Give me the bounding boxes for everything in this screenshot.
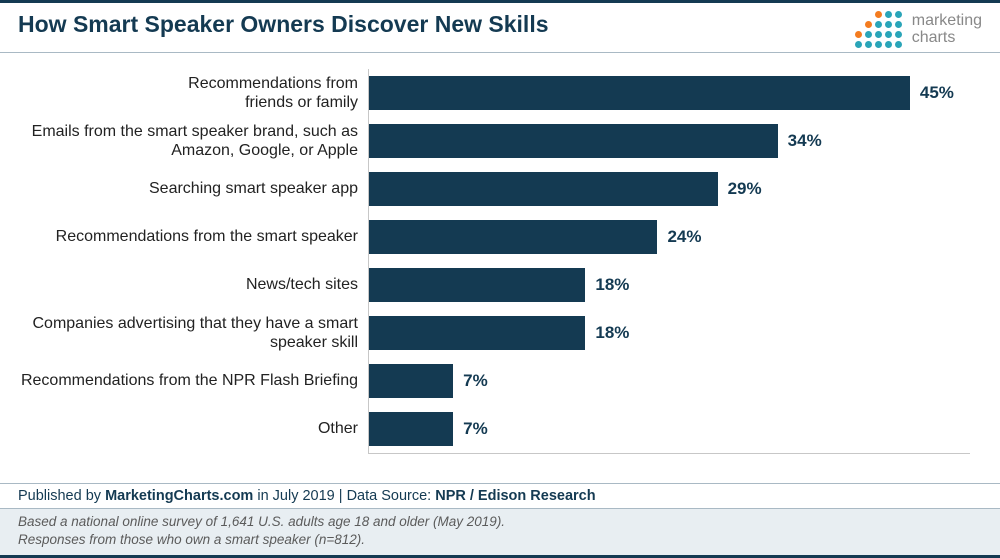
bar bbox=[369, 412, 453, 446]
pub-source: NPR / Edison Research bbox=[435, 488, 595, 504]
bar bbox=[369, 124, 778, 158]
bar-area: 24% bbox=[368, 213, 970, 261]
bar-area: 18% bbox=[368, 261, 970, 309]
chart-row: Recommendations fromfriends or family 45% bbox=[18, 69, 970, 117]
bar-value: 45% bbox=[920, 83, 954, 103]
bar-area: 7% bbox=[368, 357, 970, 405]
chart-row: Recommendations from the smart speaker 24… bbox=[18, 213, 970, 261]
publication-line: Published by MarketingCharts.com in July… bbox=[0, 483, 1000, 509]
page-title: How Smart Speaker Owners Discover New Sk… bbox=[18, 11, 549, 38]
chart-row: Emails from the smart speaker brand, suc… bbox=[18, 117, 970, 165]
pub-prefix: Published by bbox=[18, 488, 105, 504]
logo-dots-icon bbox=[855, 11, 902, 48]
bar-value: 24% bbox=[667, 227, 701, 247]
logo-text: marketing charts bbox=[912, 13, 982, 47]
bar-area: 29% bbox=[368, 165, 970, 213]
pub-middle: in July 2019 | Data Source: bbox=[253, 488, 435, 504]
bar-value: 7% bbox=[463, 419, 488, 439]
logo-line1: marketing bbox=[912, 13, 982, 30]
bar-label: Recommendations from the smart speaker bbox=[18, 227, 368, 246]
bar-area: 34% bbox=[368, 117, 970, 165]
bar-value: 34% bbox=[788, 131, 822, 151]
bar bbox=[369, 172, 718, 206]
bar-chart: Recommendations fromfriends or family 45%… bbox=[0, 59, 1000, 454]
bar bbox=[369, 76, 910, 110]
bar-value: 18% bbox=[595, 275, 629, 295]
bar-label: Other bbox=[18, 419, 368, 438]
chart-row: Searching smart speaker app 29% bbox=[18, 165, 970, 213]
bar-area: 45% bbox=[368, 69, 970, 117]
bar-label: Recommendations fromfriends or family bbox=[18, 74, 368, 112]
bar-label: News/tech sites bbox=[18, 275, 368, 294]
bar-label: Searching smart speaker app bbox=[18, 179, 368, 198]
bar-label: Emails from the smart speaker brand, suc… bbox=[18, 122, 368, 160]
bar bbox=[369, 268, 585, 302]
bar bbox=[369, 364, 453, 398]
header-divider bbox=[0, 52, 1000, 53]
chart-row: Recommendations from the NPR Flash Brief… bbox=[18, 357, 970, 405]
bar-label: Companies advertising that they have a s… bbox=[18, 314, 368, 352]
bar-area: 18% bbox=[368, 309, 970, 357]
header: How Smart Speaker Owners Discover New Sk… bbox=[0, 3, 1000, 52]
brand-logo: marketing charts bbox=[855, 11, 982, 48]
footer: Published by MarketingCharts.com in July… bbox=[0, 483, 1000, 558]
footnote-1: Based a national online survey of 1,641 … bbox=[18, 513, 982, 531]
chart-row: Companies advertising that they have a s… bbox=[18, 309, 970, 357]
bar bbox=[369, 316, 585, 350]
footnotes: Based a national online survey of 1,641 … bbox=[0, 509, 1000, 558]
logo-line2: charts bbox=[912, 30, 982, 47]
chart-row: Other 7% bbox=[18, 405, 970, 453]
bar-value: 29% bbox=[728, 179, 762, 199]
pub-site: MarketingCharts.com bbox=[105, 488, 253, 504]
footnote-2: Responses from those who own a smart spe… bbox=[18, 531, 982, 549]
bar-area: 7% bbox=[368, 405, 970, 453]
x-axis-line bbox=[368, 453, 970, 454]
bar-label: Recommendations from the NPR Flash Brief… bbox=[18, 371, 368, 390]
bar-value: 18% bbox=[595, 323, 629, 343]
bar-value: 7% bbox=[463, 371, 488, 391]
bar bbox=[369, 220, 657, 254]
chart-row: News/tech sites 18% bbox=[18, 261, 970, 309]
